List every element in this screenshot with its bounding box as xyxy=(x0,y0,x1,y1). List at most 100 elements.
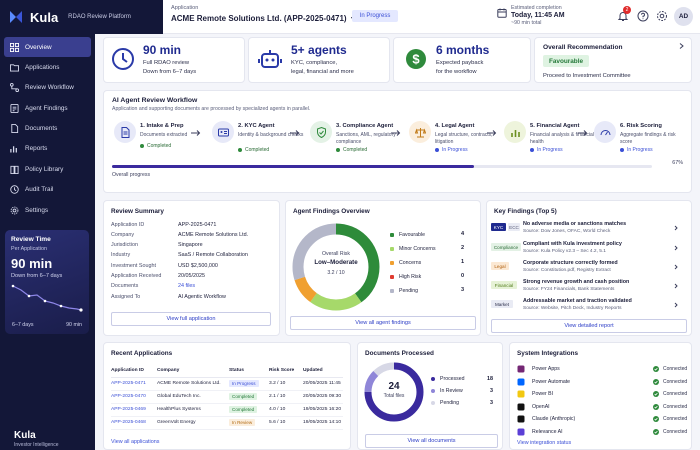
application-id-link[interactable]: APP-2025-0469 xyxy=(111,403,157,417)
company-cell: GreenVolt Energy xyxy=(157,416,229,430)
finding-tag-secondary: ECC xyxy=(508,223,520,231)
sidebar-item-audit-trail[interactable]: Audit Trail xyxy=(4,180,91,200)
sidebar-item-agent-findings[interactable]: Agent Findings xyxy=(4,98,91,118)
workflow-step-legal[interactable]: 4. Legal Agent Legal structure, contract… xyxy=(409,121,509,167)
sidebar-item-review-workflow[interactable]: Review Workflow xyxy=(4,78,91,98)
view-all-documents-button[interactable]: View all documents xyxy=(365,434,498,448)
integration-status: Connected xyxy=(653,391,687,397)
legend-swatch xyxy=(390,246,394,251)
arrow-right-icon xyxy=(391,130,401,136)
integration-item[interactable]: Power Apps Connected xyxy=(517,363,689,375)
review-summary-title: Review Summary xyxy=(111,208,164,215)
application-id-link[interactable]: APP-2025-0471 xyxy=(111,377,157,391)
overall-progress-percent: 67% xyxy=(672,160,683,166)
view-all-applications-link[interactable]: View all applications xyxy=(111,439,160,445)
step-name: 5. Financial Agent xyxy=(530,123,580,129)
risk-slice-pending xyxy=(292,223,380,311)
metric-desc-line1: KYC, compliance, xyxy=(291,60,338,66)
legend-item: Concerns xyxy=(390,258,421,267)
chevron-right-icon xyxy=(674,245,678,251)
overall-recommendation-card[interactable]: Overall Recommendation Favourable Procee… xyxy=(534,37,692,83)
power-bi-icon xyxy=(517,390,525,398)
notification-count-badge: 2 xyxy=(623,6,631,14)
summary-key: Industry xyxy=(111,252,131,258)
settings-gear-icon[interactable] xyxy=(656,10,668,22)
legend-swatch xyxy=(390,288,394,293)
summary-key: Investment Sought xyxy=(111,263,156,269)
overall-progress-bar xyxy=(112,165,652,168)
view-all-agent-findings-button[interactable]: View all agent findings xyxy=(290,316,476,330)
table-row[interactable]: APP-2025-0471 ACME Remote Solutions Ltd. I… xyxy=(111,377,343,391)
table-row[interactable]: APP-2025-0469 HealthPlus Systems Completed… xyxy=(111,403,343,417)
kula-logo-icon xyxy=(10,11,22,23)
user-avatar[interactable]: AD xyxy=(674,7,693,26)
integration-item[interactable]: Power Automate Connected xyxy=(517,376,689,388)
openai-icon xyxy=(517,403,525,410)
chevron-right-icon xyxy=(674,283,678,289)
key-finding-item[interactable]: Market Addressable market and traction v… xyxy=(491,298,681,317)
sidebar-item-settings[interactable]: Settings xyxy=(4,200,91,220)
application-id-link[interactable]: APP-2025-0468 xyxy=(111,416,157,430)
workflow-step-risk-scoring[interactable]: 6. Risk Scoring Aggregate findings & ris… xyxy=(594,121,694,167)
step-status: Completed xyxy=(140,143,171,149)
est-completion-time: Today, 11:45 AM xyxy=(511,12,565,19)
legend-label: Processed xyxy=(440,375,465,382)
view-full-application-button[interactable]: View full application xyxy=(111,312,271,326)
sidebar-item-overview[interactable]: Overview xyxy=(4,37,91,57)
integration-status-label: Connected xyxy=(663,378,688,385)
recent-applications-title: Recent Applications xyxy=(111,350,173,357)
legend-item: In Review 3 xyxy=(431,386,493,395)
application-selector[interactable]: ACME Remote Solutions Ltd. (APP-2025-047… xyxy=(171,14,357,23)
application-id-link[interactable]: APP-2025-0470 xyxy=(111,390,157,404)
sidebar-item-policy-library[interactable]: Policy Library xyxy=(4,159,91,179)
sidebar-item-documents[interactable]: Documents xyxy=(4,119,91,139)
finding-source: Source: Constitution.pdf, Registry Extra… xyxy=(523,268,611,273)
logo[interactable]: Kula RDAO Review Platform xyxy=(0,0,163,34)
integration-name: Relevance AI xyxy=(532,428,563,435)
workflow-step-kyc[interactable]: 2. KYC Agent Identity & background check… xyxy=(212,121,312,167)
table-row[interactable]: APP-2025-0470 Global EduTech Inc. Complete… xyxy=(111,390,343,404)
legend-item: Minor Concerns xyxy=(390,244,436,253)
key-finding-item[interactable]: KYC ECC No adverse media or sanctions ma… xyxy=(491,221,681,240)
workflow-step-intake[interactable]: 1. Intake & Prep Documents extracted Com… xyxy=(114,121,214,167)
clock-icon xyxy=(10,185,19,194)
key-finding-item[interactable]: Compliance Compliant with Kula investmen… xyxy=(491,241,681,260)
view-integration-status-link[interactable]: View integration status xyxy=(517,440,572,446)
view-detailed-report-button[interactable]: View detailed report xyxy=(491,319,687,333)
documents-link[interactable]: 24 files xyxy=(178,283,196,289)
status-cell: Completed xyxy=(229,390,269,404)
legend-item: Pending xyxy=(390,286,418,295)
integration-item[interactable]: OpenAI Connected xyxy=(517,401,689,413)
column-header: Updated xyxy=(303,365,343,378)
documents-donut-chart xyxy=(364,362,424,422)
status-badge: Completed xyxy=(229,405,258,413)
workflow-step-compliance[interactable]: 3. Compliance Agent Sanctions, AML, regu… xyxy=(310,121,410,167)
summary-key: Application ID xyxy=(111,222,145,228)
chevron-right-icon[interactable] xyxy=(677,42,685,50)
column-header: Company xyxy=(157,365,229,378)
summary-row: Investment Sought USD $2,500,000 xyxy=(111,263,271,273)
sidebar-item-applications[interactable]: Applications xyxy=(4,57,91,77)
integration-item[interactable]: Relevance AI Connected xyxy=(517,426,689,438)
step-icon-circle xyxy=(504,121,526,143)
integration-item[interactable]: Power BI Connected xyxy=(517,388,689,400)
finding-source: Source: Kula Policy v2.3 – Sec 4.2, 5.1 xyxy=(523,249,606,254)
workflow-title: AI Agent Review Workflow xyxy=(112,97,198,104)
table-row[interactable]: APP-2025-0468 GreenVolt Energy In Review 5.… xyxy=(111,416,343,430)
integration-item[interactable]: Claude (Anthropic) Connected xyxy=(517,413,689,425)
summary-row: Documents 24 files xyxy=(111,283,271,293)
sidebar-item-reports[interactable]: Reports xyxy=(4,139,91,159)
folder-icon xyxy=(10,64,19,72)
metric-desc-line2: for the workflow xyxy=(436,69,477,75)
workflow-step-financial[interactable]: 5. Financial Agent Financial analysis & … xyxy=(504,121,604,167)
key-finding-item[interactable]: Financial Strong revenue growth and cash… xyxy=(491,279,681,298)
step-desc: Aggregate findings & risk score xyxy=(620,132,676,145)
check-circle-icon xyxy=(653,378,659,385)
brand-name: Kula xyxy=(30,9,59,25)
legend-label: Pending xyxy=(440,399,460,406)
step-status-label: Completed xyxy=(245,147,270,153)
summary-value: USD $2,500,000 xyxy=(178,263,218,269)
help-icon[interactable] xyxy=(637,10,649,22)
relevance-icon xyxy=(517,428,525,435)
key-finding-item[interactable]: Legal Corporate structure correctly form… xyxy=(491,260,681,279)
